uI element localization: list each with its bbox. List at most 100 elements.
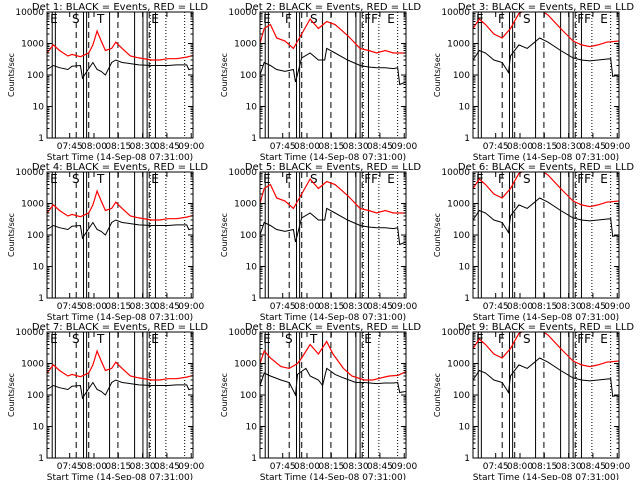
- interval-letter: T: [309, 332, 318, 346]
- x-axis-label: Start Time (14-Sep-08 07:31:00): [473, 313, 619, 323]
- interval-markers: [51, 332, 186, 458]
- lld-series-line: [473, 172, 619, 208]
- x-tick-label: 07:45: [483, 462, 509, 472]
- x-tick-label: 08:15: [318, 142, 344, 152]
- y-tick-label: 1000: [234, 200, 257, 210]
- x-tick-label: 09:00: [178, 302, 204, 312]
- x-tick-label: 08:30: [343, 142, 369, 152]
- x-tick-label: 08:15: [105, 302, 131, 312]
- interval-letter: F: [285, 172, 292, 186]
- x-tick-label: 08:00: [294, 302, 320, 312]
- x-tick-label: 08:45: [367, 462, 393, 472]
- interval-letter: E: [600, 172, 608, 186]
- interval-letter: S: [285, 332, 293, 346]
- interval-letter: E: [387, 12, 395, 26]
- y-tick-label: 1000: [21, 360, 44, 370]
- panel-title: Det 1: BLACK = Events, RED = LLD: [32, 2, 209, 13]
- y-tick-label: 10: [459, 423, 471, 433]
- interval-letter: E: [50, 332, 58, 346]
- interval-markers: [264, 172, 399, 298]
- interval-letter: E: [50, 172, 58, 186]
- interval-letter: E: [151, 332, 159, 346]
- y-tick-label: 1: [464, 454, 470, 464]
- x-tick-label: 07:45: [57, 462, 83, 472]
- y-tick-label: 10000: [15, 328, 44, 338]
- interval-letter: T: [96, 12, 105, 26]
- y-tick-label: 10: [459, 103, 471, 113]
- x-tick-label: 08:45: [154, 462, 180, 472]
- panel-3: E F S FF E11010010001000007:4508:0008:1508:3…: [433, 2, 634, 163]
- x-tick-label: 07:45: [270, 302, 296, 312]
- events-series-line: [473, 37, 619, 78]
- y-tick-label: 10: [459, 263, 471, 273]
- x-tick-label: 08:30: [130, 302, 156, 312]
- x-tick-label: 09:00: [391, 302, 417, 312]
- x-axis-label: Start Time (14-Sep-08 07:31:00): [473, 473, 619, 480]
- y-tick-label: 1: [38, 294, 44, 304]
- x-tick-label: 09:00: [391, 462, 417, 472]
- interval-letter: T: [96, 332, 105, 346]
- y-tick-label: 10000: [441, 328, 470, 338]
- x-tick-label: 08:45: [367, 142, 393, 152]
- x-tick-label: 08:30: [343, 462, 369, 472]
- events-series-line: [473, 197, 619, 238]
- y-tick-label: 1000: [447, 40, 470, 50]
- y-tick-label: 1000: [234, 360, 257, 370]
- interval-letter: E: [50, 12, 58, 26]
- panel-title: Det 8: BLACK = Events, RED = LLD: [245, 322, 422, 333]
- y-tick-label: 10000: [228, 328, 257, 338]
- plot-frame: [259, 331, 407, 459]
- y-tick-label: 10: [33, 263, 45, 273]
- y-tick-label: 100: [240, 71, 257, 81]
- x-axis-label: Start Time (14-Sep-08 07:31:00): [473, 153, 619, 163]
- y-tick-label: 1: [38, 454, 44, 464]
- interval-letter: E: [263, 332, 271, 346]
- interval-letter: E: [263, 172, 271, 186]
- interval-letter: F: [285, 12, 292, 26]
- events-series-line: [473, 357, 619, 398]
- plot-frame: [472, 171, 620, 299]
- y-axis-label: Counts/sec: [433, 373, 442, 417]
- y-tick-label: 1: [464, 134, 470, 144]
- interval-letter: S: [310, 12, 318, 26]
- x-tick-label: 08:00: [294, 462, 320, 472]
- x-tick-label: 08:00: [507, 142, 533, 152]
- y-tick-label: 1000: [447, 360, 470, 370]
- panel-title: Det 9: BLACK = Events, RED = LLD: [458, 322, 635, 333]
- interval-letter: S: [310, 172, 318, 186]
- events-series-line: [47, 219, 193, 240]
- y-tick-label: 100: [240, 391, 257, 401]
- x-axis-label: Start Time (14-Sep-08 07:31:00): [47, 473, 193, 480]
- x-tick-label: 08:00: [507, 302, 533, 312]
- x-tick-label: 09:00: [604, 302, 630, 312]
- panel-6: E F S FF E11010010001000007:4508:0008:1508:3…: [433, 162, 634, 323]
- interval-letter: E: [600, 12, 608, 26]
- x-tick-label: 07:45: [270, 142, 296, 152]
- panel-title: Det 5: BLACK = Events, RED = LLD: [245, 162, 422, 173]
- y-tick-label: 1: [38, 134, 44, 144]
- lld-series-line: [260, 340, 406, 381]
- interval-letter: T: [96, 172, 105, 186]
- x-tick-label: 08:30: [343, 302, 369, 312]
- y-tick-label: 100: [453, 231, 470, 241]
- lld-series-line: [47, 29, 193, 61]
- panel-title: Det 2: BLACK = Events, RED = LLD: [245, 2, 422, 13]
- x-tick-label: 08:15: [105, 142, 131, 152]
- plot-frame: [46, 11, 194, 139]
- y-tick-label: 1: [251, 294, 257, 304]
- x-tick-label: 08:00: [507, 462, 533, 472]
- x-tick-label: 08:45: [580, 302, 606, 312]
- x-axis-label: Start Time (14-Sep-08 07:31:00): [260, 153, 406, 163]
- interval-letter: S: [72, 172, 80, 186]
- x-tick-label: 08:45: [154, 302, 180, 312]
- y-tick-label: 10: [246, 423, 258, 433]
- y-axis-label: Counts/sec: [7, 213, 16, 257]
- lld-series-line: [47, 349, 193, 381]
- interval-letter: FF: [577, 332, 591, 346]
- interval-letter: F: [498, 172, 505, 186]
- x-tick-label: 07:45: [270, 462, 296, 472]
- y-axis-label: Counts/sec: [7, 53, 16, 97]
- panel-title: Det 4: BLACK = Events, RED = LLD: [32, 162, 209, 173]
- x-tick-label: 08:30: [556, 142, 582, 152]
